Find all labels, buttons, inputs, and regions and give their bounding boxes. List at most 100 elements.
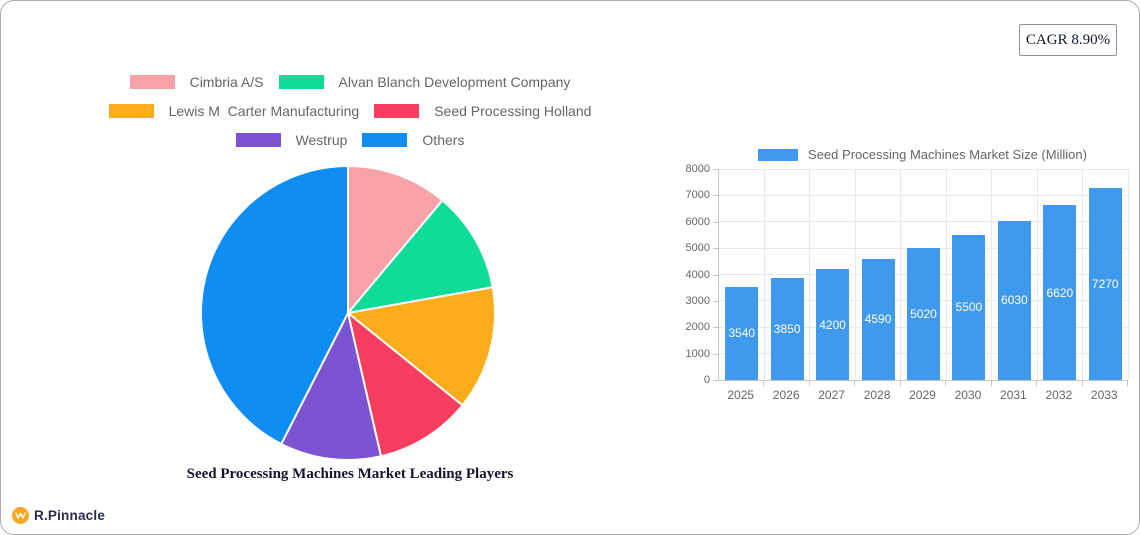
- x-axis-tick-label: 2026: [772, 388, 800, 402]
- pie-legend-row: Westrup Others: [0, 132, 700, 148]
- pie-slice-1[interactable]: [347, 165, 444, 314]
- brand-name: R.Pinnacle: [34, 508, 106, 523]
- x-axis-tickmark: [1081, 381, 1083, 386]
- bar-2032[interactable]: 6620: [1043, 205, 1077, 380]
- pie-legend-item[interactable]: Lewis M Carter Manufacturing: [108, 103, 360, 119]
- x-axis-tickmark: [763, 381, 765, 386]
- pie-legend-row: Lewis M Carter Manufacturing Seed Process…: [0, 103, 700, 119]
- legend-swatch: [374, 104, 420, 118]
- bar-2025[interactable]: 3540: [725, 286, 759, 380]
- cagr-badge: CAGR 8.90%: [1019, 24, 1117, 56]
- x-axis-tick-label: 2033: [1090, 388, 1118, 402]
- pie-chart: [198, 163, 498, 463]
- bar-value-label: 3540: [728, 326, 756, 341]
- y-axis-tickmark: [713, 380, 718, 381]
- bar-plot-area: 3540 3850 4200 4590 5020 5500 6030 6620 7270: [718, 168, 1129, 381]
- x-axis-tick-label: 2025: [727, 388, 755, 402]
- x-axis-tickmark: [808, 381, 810, 386]
- pie-slice-6[interactable]: [199, 165, 349, 445]
- v-gridline: [1036, 169, 1038, 380]
- bar-value-label: 6620: [1046, 285, 1074, 300]
- x-axis-tick-label: 2029: [909, 388, 936, 402]
- x-axis-tick-label: 2032: [1045, 388, 1073, 402]
- x-axis-tickmark: [1036, 381, 1038, 386]
- bar-value-label: 5020: [910, 306, 937, 321]
- v-gridline: [945, 169, 947, 380]
- v-gridline: [1082, 169, 1084, 380]
- bar-2027[interactable]: 4200: [816, 269, 850, 380]
- y-axis-tick-label: 8000: [685, 163, 710, 175]
- legend-label: Westrup: [295, 132, 348, 148]
- legend-swatch: [108, 104, 154, 118]
- legend-label: Cimbria A/S: [189, 74, 264, 90]
- pie-legend-item[interactable]: Cimbria A/S: [129, 74, 264, 90]
- bar-chart: Seed Processing Machines Market Size (Mi…: [660, 143, 1135, 405]
- cagr-label: CAGR 8.90%: [1025, 31, 1111, 48]
- v-gridline: [854, 169, 856, 380]
- bar-2028[interactable]: 4590: [861, 258, 895, 380]
- y-axis-tick-label: 3000: [685, 294, 710, 307]
- bar-2031[interactable]: 6030: [997, 220, 1031, 380]
- y-axis-tick-label: 4000: [685, 268, 710, 281]
- bar-chart-legend[interactable]: Seed Processing Machines Market Size (Mi…: [718, 147, 1127, 162]
- y-axis-tick-label: 6000: [685, 215, 710, 228]
- bar-value-label: 4590: [864, 312, 892, 327]
- x-axis-tick-label: 2031: [1000, 388, 1027, 402]
- pie-legend-item[interactable]: Westrup: [235, 132, 348, 148]
- v-gridline: [809, 169, 811, 380]
- legend-label: Seed Processing Holland: [434, 103, 592, 119]
- v-gridline: [1127, 169, 1129, 380]
- bar-2030[interactable]: 5500: [952, 234, 986, 380]
- y-axis-tickmark: [713, 274, 718, 276]
- brand-logo: R.Pinnacle: [12, 507, 105, 524]
- bar-value-label: 3850: [773, 322, 801, 337]
- bar-2029[interactable]: 5020: [907, 247, 940, 380]
- x-axis-tickmark: [854, 381, 856, 386]
- v-gridline: [900, 169, 902, 380]
- legend-swatch: [278, 75, 324, 89]
- pie-slice-4[interactable]: [347, 312, 464, 458]
- pie-legend: Cimbria A/S Alvan Blanch Development Comp…: [0, 74, 700, 148]
- x-axis-tick-label: 2027: [818, 388, 845, 402]
- y-axis-tick-label: 5000: [685, 242, 710, 255]
- pie-svg: [199, 165, 496, 461]
- legend-label: Alvan Blanch Development Company: [338, 74, 571, 90]
- pie-legend-item[interactable]: Seed Processing Holland: [374, 103, 591, 119]
- h-gridline: [719, 168, 1128, 170]
- y-axis-tick-label: 2000: [685, 321, 710, 334]
- y-axis-tick-label: 7000: [685, 189, 710, 202]
- y-axis-tickmark: [713, 195, 718, 197]
- legend-label: Lewis M Carter Manufacturing: [168, 103, 360, 119]
- x-axis-tickmark: [945, 381, 947, 386]
- bar-value-label: 4200: [819, 317, 846, 332]
- y-axis-tickmark: [713, 327, 718, 329]
- bar-legend-label: Seed Processing Machines Market Size (Mi…: [808, 147, 1087, 162]
- pie-slice-5[interactable]: [280, 312, 382, 461]
- legend-swatch: [129, 75, 175, 89]
- pie-legend-item[interactable]: Others: [362, 132, 464, 148]
- pie-legend-item[interactable]: Alvan Blanch Development Company: [278, 74, 571, 90]
- legend-swatch: [235, 133, 281, 147]
- bar-legend-swatch: [758, 148, 799, 161]
- h-gridline: [719, 221, 1128, 223]
- x-axis-tick-label: 2030: [954, 388, 982, 402]
- y-axis-tickmark: [713, 300, 718, 302]
- v-gridline: [991, 169, 993, 380]
- h-gridline: [719, 194, 1128, 196]
- y-axis-tickmark: [713, 248, 718, 250]
- bar-2033[interactable]: 7270: [1088, 188, 1122, 380]
- y-axis-tickmark: [713, 221, 718, 223]
- pinnacle-logo-icon: [12, 507, 29, 524]
- legend-swatch: [362, 133, 408, 147]
- pie-slice-2[interactable]: [347, 199, 494, 314]
- y-axis-tick-label: 0: [703, 374, 710, 386]
- bar-2026[interactable]: 3850: [770, 278, 804, 380]
- y-axis-tick-label: 1000: [685, 347, 710, 360]
- bar-value-label: 6030: [1001, 293, 1028, 308]
- x-axis-tickmark: [899, 381, 901, 386]
- x-axis-tickmark: [990, 381, 992, 386]
- pie-slice-3[interactable]: [347, 286, 496, 407]
- legend-label: Others: [422, 132, 465, 148]
